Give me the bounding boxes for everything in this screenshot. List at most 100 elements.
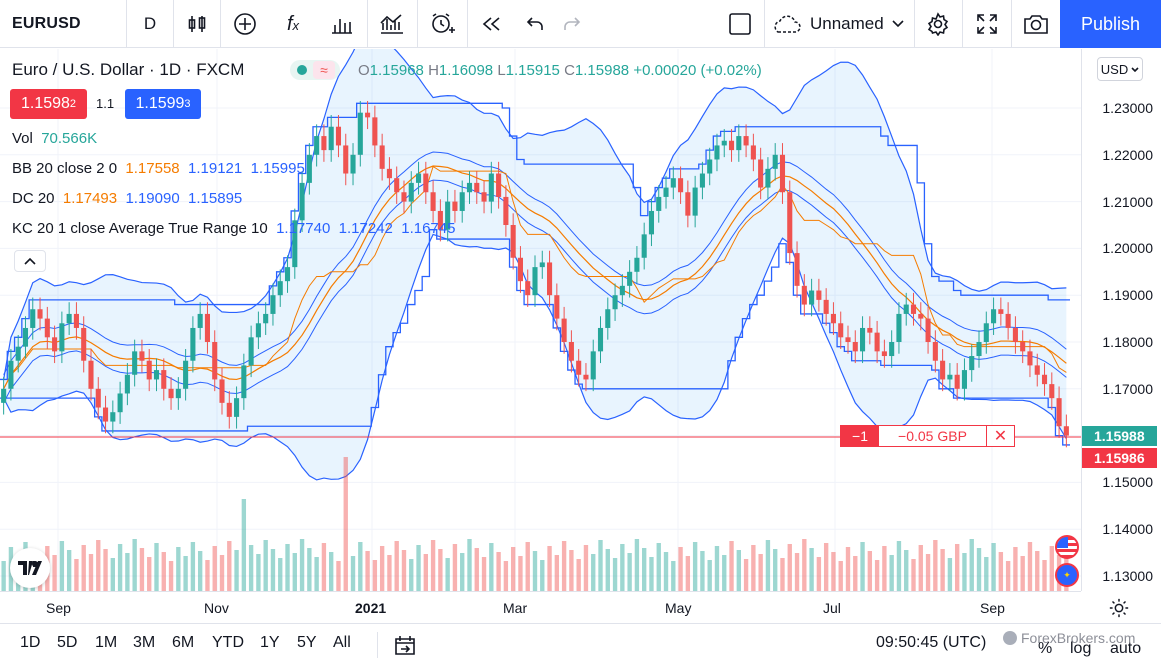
- range-5d-button[interactable]: 5D: [57, 634, 78, 651]
- low-value: 1.15915: [505, 62, 560, 79]
- price-axis[interactable]: USD 1.23000 1.22000 1.21000 1.20000 1.19000 1…: [1081, 49, 1161, 591]
- volume-bar: [773, 549, 778, 591]
- symbol-title[interactable]: Euro / U.S. Dollar · 1D · FXCM: [12, 60, 245, 79]
- close-position-icon[interactable]: ✕: [986, 426, 1014, 446]
- candle-body: [852, 342, 858, 352]
- candle-body: [241, 365, 247, 399]
- compare-button[interactable]: [222, 0, 268, 48]
- sell-price: 1.1598: [20, 95, 70, 112]
- volume-bar: [401, 550, 407, 591]
- percent-scale-toggle[interactable]: %: [1038, 640, 1053, 657]
- range-3m-button[interactable]: 3M: [133, 634, 156, 651]
- volume-bar: [452, 544, 458, 591]
- candle-body: [44, 318, 50, 338]
- range-6m-button[interactable]: 6M: [172, 634, 195, 651]
- settings-button[interactable]: [915, 0, 961, 48]
- currency-selector[interactable]: USD: [1097, 57, 1143, 81]
- volume-bar: [758, 554, 763, 591]
- volume-bar: [467, 539, 472, 591]
- price-label: 1.23000: [1102, 100, 1153, 116]
- range-all-button[interactable]: All: [333, 634, 351, 651]
- dc-lower-value: 1.15895: [188, 190, 243, 207]
- position-qty[interactable]: −1: [841, 426, 879, 446]
- fullscreen-layout-button[interactable]: [718, 0, 762, 48]
- alerts-templates-button[interactable]: [368, 0, 416, 48]
- bb-legend[interactable]: BB 20 close 2 0 1.17558 1.19121 1.15995: [12, 160, 305, 177]
- rewind-icon: [482, 17, 500, 31]
- snapshot-button[interactable]: [1012, 0, 1060, 48]
- range-1y-button[interactable]: 1Y: [260, 634, 280, 651]
- chart-type-button[interactable]: [174, 0, 220, 48]
- chart-settings-button[interactable]: [1108, 597, 1130, 624]
- create-alert-button[interactable]: [418, 0, 466, 48]
- log-scale-toggle[interactable]: log: [1070, 640, 1092, 657]
- last-price-tag: 1.15988: [1082, 426, 1157, 446]
- candle-body: [503, 196, 509, 225]
- volume-bar: [503, 561, 509, 591]
- chart-pane[interactable]: [0, 49, 1081, 591]
- kc-lower-value: 1.16745: [401, 220, 456, 237]
- buy-button[interactable]: 1.1599 3: [125, 89, 201, 119]
- interval-button[interactable]: D: [143, 14, 157, 33]
- candle-body: [1005, 313, 1011, 328]
- buy-price: 1.1599: [135, 95, 185, 112]
- price-label: 1.20000: [1102, 240, 1153, 257]
- volume-bar: [751, 545, 756, 591]
- price-chart[interactable]: [0, 49, 1081, 591]
- publish-button[interactable]: Publish: [1060, 0, 1161, 48]
- time-axis[interactable]: Sep Nov 2021 Mar May Jul Sep: [0, 591, 1081, 623]
- volume-legend[interactable]: Vol 70.566K: [12, 130, 97, 147]
- volume-bar: [947, 558, 953, 591]
- volume-bar: [379, 546, 385, 591]
- go-to-date-button[interactable]: [394, 634, 416, 661]
- price-label: 1.13000: [1102, 568, 1153, 584]
- bb-label: BB 20 close 2 0: [12, 160, 118, 177]
- redo-button[interactable]: [552, 0, 592, 48]
- tradingview-logo[interactable]: [10, 548, 50, 588]
- auto-scale-toggle[interactable]: auto: [1110, 640, 1142, 657]
- toolbar-divider: [367, 0, 368, 48]
- us-event-flag-icon[interactable]: [1055, 535, 1079, 559]
- candle-body: [525, 281, 531, 296]
- kc-legend[interactable]: KC 20 1 close Average True Range 10 1.17…: [12, 220, 455, 237]
- volume-bar: [671, 561, 676, 591]
- volume-bar: [831, 552, 836, 591]
- position-pnl[interactable]: −0.05 GBP: [898, 428, 967, 444]
- candle-body: [226, 402, 232, 417]
- eu-event-flag-icon[interactable]: ✦: [1055, 563, 1079, 587]
- candle-body: [576, 360, 582, 375]
- close-label: C: [564, 62, 575, 79]
- clock-timezone[interactable]: 09:50:45 (UTC): [876, 634, 987, 651]
- candle-body: [95, 388, 101, 408]
- volume-bar: [714, 546, 720, 591]
- replay-button[interactable]: [468, 0, 514, 48]
- volume-bar: [525, 542, 530, 591]
- range-1m-button[interactable]: 1M: [95, 634, 118, 651]
- templates-button[interactable]: [318, 0, 366, 48]
- fullscreen-button[interactable]: [963, 0, 1011, 48]
- range-1d-button[interactable]: 1D: [20, 634, 41, 651]
- range-ytd-button[interactable]: YTD: [212, 634, 244, 651]
- undo-button[interactable]: [514, 0, 556, 48]
- volume-bar: [809, 548, 814, 591]
- dc-legend[interactable]: DC 20 1.17493 1.19090 1.15895: [12, 190, 242, 207]
- market-status-badge[interactable]: ≈: [290, 60, 340, 80]
- volume-bar: [911, 559, 916, 591]
- candle-body: [1034, 365, 1040, 375]
- volume-bar: [598, 540, 603, 591]
- layout-menu-button[interactable]: Unnamed: [770, 0, 916, 48]
- volume-bar: [743, 559, 749, 591]
- market-open-dot-icon: [297, 65, 307, 75]
- candle-body: [175, 388, 181, 399]
- candle-body: [161, 370, 167, 389]
- range-5y-button[interactable]: 5Y: [297, 634, 317, 651]
- candle-body: [947, 374, 953, 380]
- position-price-tag: 1.15986: [1082, 448, 1157, 468]
- symbol-search-button[interactable]: EURUSD: [12, 15, 81, 32]
- collapse-legend-button[interactable]: [14, 250, 46, 272]
- time-label: 2021: [355, 600, 387, 616]
- position-line[interactable]: −1 −0.05 GBP ✕: [840, 425, 1015, 447]
- sell-button[interactable]: 1.1598 2: [10, 89, 87, 119]
- volume-bar: [416, 545, 421, 591]
- indicators-button[interactable]: fx: [270, 0, 316, 48]
